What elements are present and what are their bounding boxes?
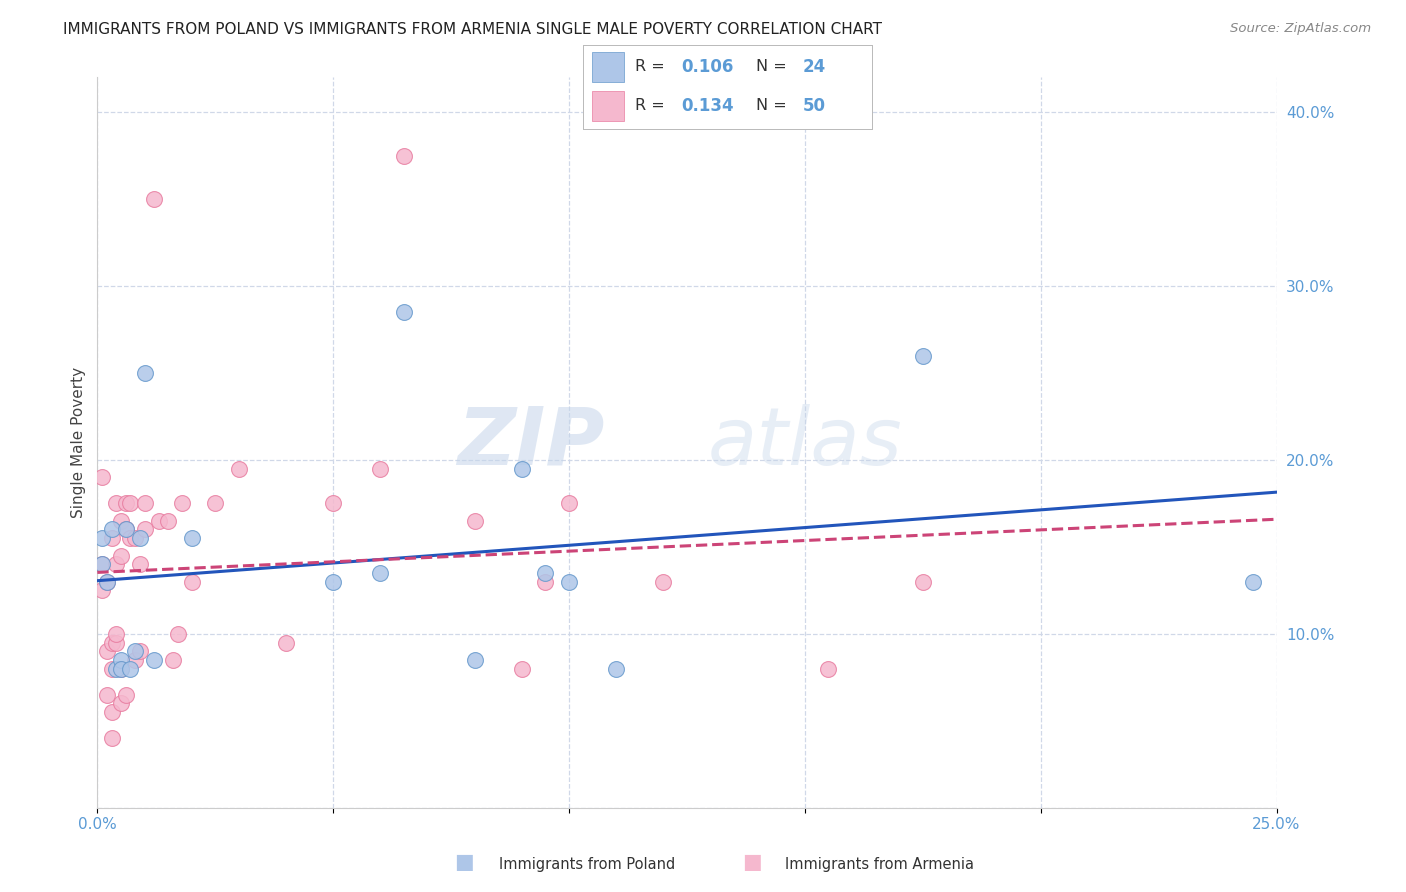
Point: [392, 305, 415, 319]
Point: [100, 523, 122, 537]
Point: [110, 514, 132, 528]
Point: [464, 514, 486, 528]
Point: [204, 496, 226, 510]
Point: [110, 662, 132, 676]
Text: 0.106: 0.106: [682, 58, 734, 76]
Point: [91, 583, 114, 598]
Text: 50: 50: [803, 96, 825, 114]
Point: [100, 731, 122, 746]
Point: [605, 662, 627, 676]
Point: [510, 461, 533, 475]
Point: [96, 574, 118, 589]
Point: [534, 566, 557, 580]
Point: [652, 574, 675, 589]
Point: [100, 662, 122, 676]
Text: ZIP: ZIP: [457, 403, 605, 482]
Point: [180, 531, 202, 545]
Point: [91, 470, 114, 484]
Text: 0.134: 0.134: [682, 96, 734, 114]
Point: [172, 496, 194, 510]
Point: [105, 627, 128, 641]
Text: atlas: atlas: [707, 403, 903, 482]
Point: [105, 558, 128, 572]
Point: [558, 496, 581, 510]
Point: [817, 662, 839, 676]
Point: [166, 627, 188, 641]
Point: [228, 461, 250, 475]
Point: [110, 549, 132, 563]
Text: 24: 24: [803, 58, 825, 76]
Text: Immigrants from Poland: Immigrants from Poland: [499, 857, 675, 872]
Point: [134, 366, 156, 380]
Text: Source: ZipAtlas.com: Source: ZipAtlas.com: [1230, 22, 1371, 36]
Text: ■: ■: [454, 853, 474, 872]
Text: N =: N =: [756, 59, 793, 74]
Point: [120, 662, 142, 676]
Point: [96, 574, 118, 589]
Point: [114, 523, 136, 537]
Point: [110, 662, 132, 676]
Point: [134, 523, 156, 537]
Point: [370, 461, 392, 475]
Point: [105, 635, 128, 649]
Text: ■: ■: [742, 853, 762, 872]
Point: [1241, 574, 1264, 589]
Bar: [592, 91, 624, 120]
Point: [91, 558, 114, 572]
Point: [120, 531, 142, 545]
Point: [128, 644, 150, 658]
Point: [274, 635, 297, 649]
Point: [100, 531, 122, 545]
Point: [558, 574, 581, 589]
Point: [911, 349, 934, 363]
Point: [96, 644, 118, 658]
Point: [510, 662, 533, 676]
Point: [464, 653, 486, 667]
Point: [534, 574, 557, 589]
Point: [180, 574, 202, 589]
Point: [392, 149, 415, 163]
Point: [114, 688, 136, 702]
Point: [124, 644, 146, 658]
Point: [100, 635, 122, 649]
Y-axis label: Single Male Poverty: Single Male Poverty: [72, 367, 86, 518]
Point: [128, 531, 150, 545]
Point: [110, 653, 132, 667]
Point: [128, 558, 150, 572]
Text: Immigrants from Armenia: Immigrants from Armenia: [785, 857, 973, 872]
Text: R =: R =: [636, 59, 671, 74]
Point: [100, 705, 122, 719]
Point: [370, 566, 392, 580]
Point: [105, 496, 128, 510]
Point: [110, 697, 132, 711]
Point: [157, 514, 180, 528]
Point: [142, 192, 165, 206]
Point: [105, 662, 128, 676]
Bar: [592, 53, 624, 82]
Point: [114, 496, 136, 510]
Point: [322, 496, 344, 510]
Point: [142, 653, 165, 667]
Text: R =: R =: [636, 98, 671, 113]
Point: [124, 531, 146, 545]
Point: [120, 496, 142, 510]
Point: [91, 531, 114, 545]
Point: [162, 653, 184, 667]
Point: [96, 688, 118, 702]
Point: [322, 574, 344, 589]
Point: [91, 558, 114, 572]
Point: [148, 514, 170, 528]
Point: [124, 653, 146, 667]
Text: N =: N =: [756, 98, 793, 113]
Point: [134, 496, 156, 510]
Point: [911, 574, 934, 589]
Point: [114, 523, 136, 537]
Text: IMMIGRANTS FROM POLAND VS IMMIGRANTS FROM ARMENIA SINGLE MALE POVERTY CORRELATIO: IMMIGRANTS FROM POLAND VS IMMIGRANTS FRO…: [63, 22, 883, 37]
